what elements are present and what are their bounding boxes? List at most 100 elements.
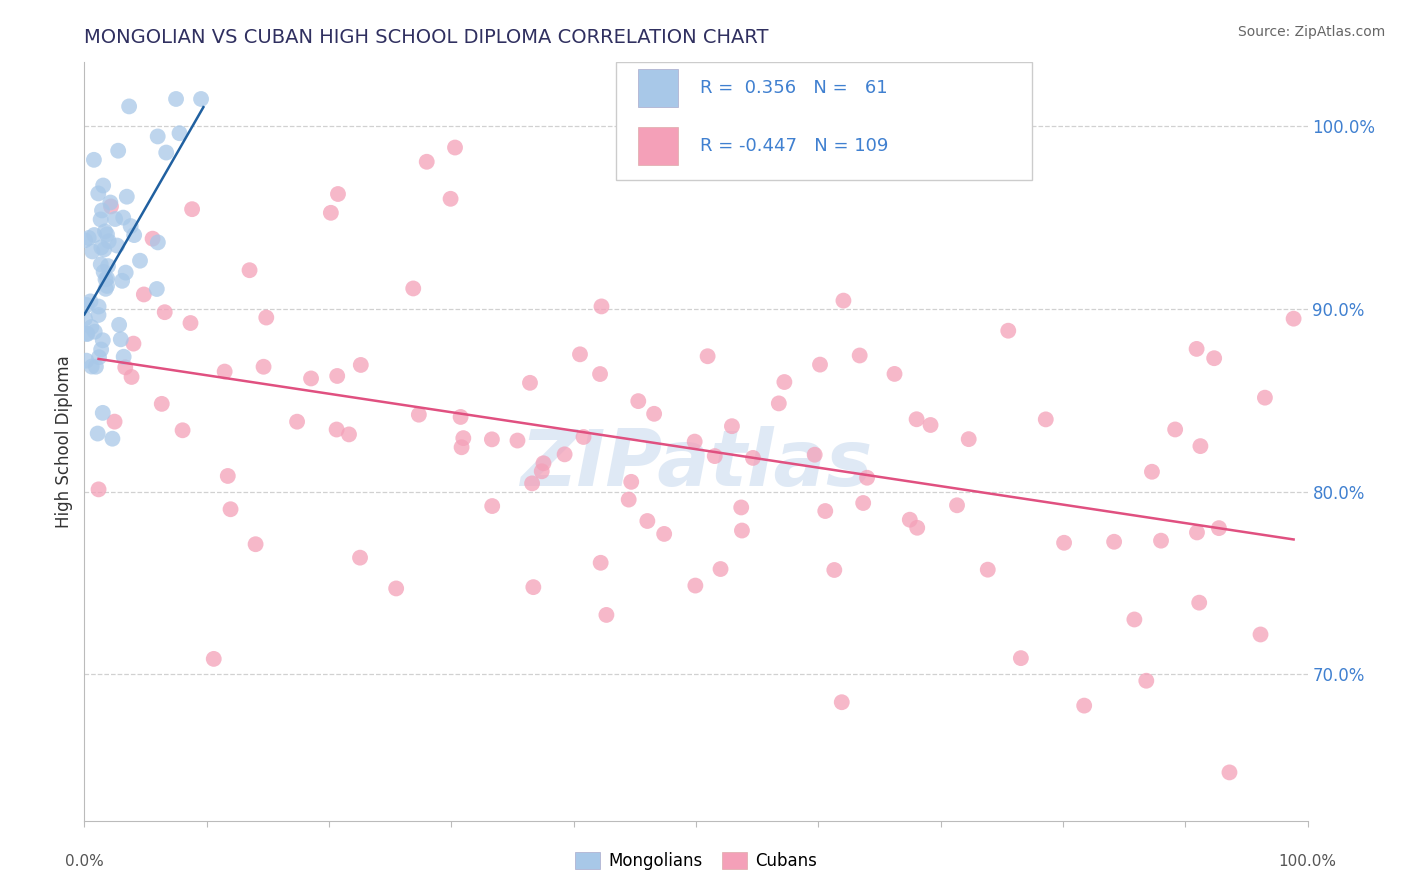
Point [252, 359, 274, 374]
Point [1035, 412, 1057, 426]
Point [721, 419, 744, 434]
Point [444, 140, 467, 154]
Text: R = -0.447   N = 109: R = -0.447 N = 109 [700, 136, 889, 155]
Point [112, 350, 135, 364]
Point [1185, 342, 1208, 356]
Point [703, 449, 725, 463]
Point [73, 311, 96, 326]
Point [572, 430, 595, 444]
Point [87, 483, 110, 497]
Point [1073, 698, 1095, 713]
Point [977, 563, 1000, 577]
Point [122, 336, 145, 351]
Point [643, 407, 665, 421]
Point [214, 365, 236, 379]
Point [121, 370, 143, 384]
Point [1188, 596, 1211, 610]
Point [146, 282, 169, 296]
Point [823, 563, 845, 577]
Point [91, 406, 114, 420]
Text: MONGOLIAN VS CUBAN HIGH SCHOOL DIPLOMA CORRELATION CHART: MONGOLIAN VS CUBAN HIGH SCHOOL DIPLOMA C… [84, 28, 769, 47]
Point [569, 347, 592, 361]
Point [115, 190, 138, 204]
Point [254, 310, 277, 325]
Point [620, 475, 643, 489]
Point [1254, 391, 1277, 405]
Point [1189, 439, 1212, 453]
Point [883, 367, 905, 381]
Point [696, 349, 718, 363]
Point [155, 145, 177, 160]
Point [91, 203, 114, 218]
Point [87, 308, 110, 322]
Point [946, 498, 969, 512]
Point [1135, 673, 1157, 688]
Point [96, 279, 118, 293]
Point [506, 434, 529, 448]
Point [905, 521, 928, 535]
Point [179, 316, 201, 330]
Point [90, 240, 112, 254]
Point [114, 360, 136, 375]
Point [108, 318, 131, 332]
Point [627, 394, 650, 409]
Point [852, 496, 875, 510]
Point [1185, 525, 1208, 540]
Point [77, 231, 100, 245]
Point [75, 353, 97, 368]
Point [1164, 422, 1187, 436]
Point [111, 274, 134, 288]
Point [94, 272, 117, 286]
Point [1150, 533, 1173, 548]
Point [100, 199, 122, 213]
Point [402, 281, 425, 295]
Point [84, 359, 107, 374]
Point [997, 324, 1019, 338]
Point [408, 408, 430, 422]
Point [481, 499, 503, 513]
Point [142, 232, 165, 246]
Point [1218, 765, 1240, 780]
Point [731, 524, 754, 538]
Point [93, 265, 115, 279]
Point [520, 476, 543, 491]
Point [76, 298, 98, 312]
Point [350, 358, 373, 372]
Point [636, 514, 658, 528]
Point [519, 376, 541, 390]
Point [591, 300, 613, 314]
Point [617, 492, 640, 507]
Point [83, 227, 105, 242]
Point [91, 178, 114, 193]
Point [1102, 534, 1125, 549]
Point [337, 427, 360, 442]
Point [453, 431, 475, 445]
Point [107, 144, 129, 158]
Point [742, 450, 765, 465]
Point [76, 326, 98, 341]
Point [856, 471, 879, 485]
Point [98, 195, 121, 210]
Point [94, 224, 117, 238]
Point [219, 502, 242, 516]
Point [299, 371, 322, 385]
Point [87, 186, 110, 201]
Point [238, 263, 260, 277]
FancyBboxPatch shape [616, 62, 1032, 180]
Point [146, 129, 169, 144]
Point [165, 92, 187, 106]
Point [1204, 351, 1226, 366]
Point [114, 266, 136, 280]
Point [110, 332, 132, 346]
Point [80, 320, 103, 334]
Point [79, 294, 101, 309]
Point [814, 504, 837, 518]
Point [1208, 521, 1230, 535]
Point [832, 293, 855, 308]
Point [202, 652, 225, 666]
Point [652, 527, 675, 541]
Point [83, 325, 105, 339]
Text: R =  0.356   N =   61: R = 0.356 N = 61 [700, 79, 887, 97]
Point [803, 448, 825, 462]
Point [90, 343, 112, 357]
